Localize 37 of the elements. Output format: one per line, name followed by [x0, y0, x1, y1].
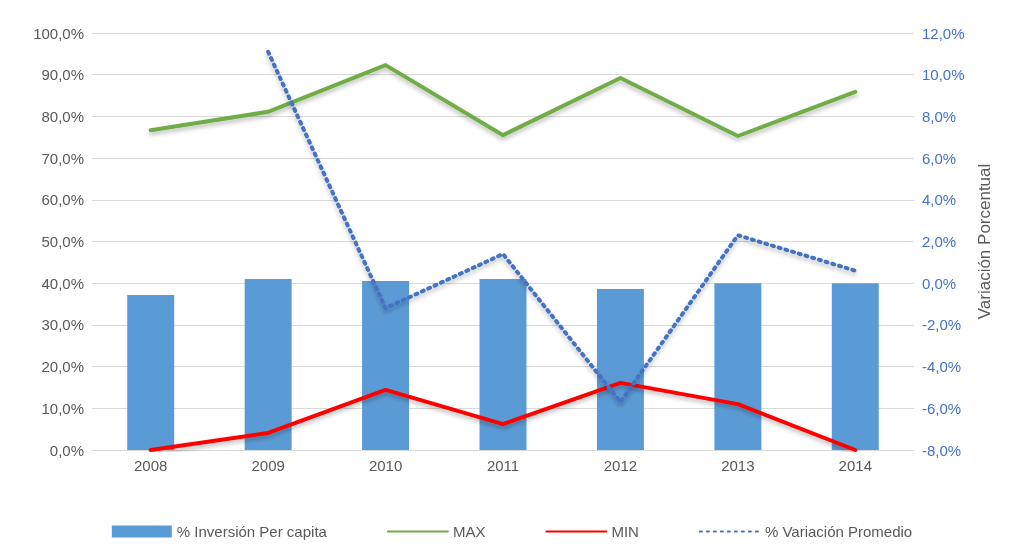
line-series: [148, 63, 858, 138]
y2-tick-label: 10,0%: [922, 66, 965, 84]
legend-label: MAX: [452, 523, 486, 540]
y-tick-label: 30,0%: [41, 316, 84, 334]
x-tick-label: 2011: [486, 457, 520, 474]
y-tick-label: 50,0%: [41, 233, 84, 250]
y2-tick-label: 8,0%: [922, 107, 957, 125]
y-tick-label: 60,0%: [41, 191, 84, 209]
y2-tick-label: 4,0%: [922, 191, 957, 209]
y2-tick-label: -2,0%: [922, 316, 962, 334]
y-tick-label: 20,0%: [41, 358, 84, 376]
y-tick-label: 0,0%: [49, 441, 84, 459]
y2-tick-label: -8,0%: [922, 441, 962, 459]
x-tick-label: 2012: [603, 457, 638, 474]
y2-tick-label: -4,0%: [922, 358, 962, 376]
legend-label: % Variación Promedio: [764, 523, 913, 540]
x-tick-label: 2013: [721, 457, 755, 474]
legend-label: % Inversión Per capita: [176, 523, 328, 540]
x-tick-label: 2014: [838, 457, 872, 474]
y-tick-label: 40,0%: [41, 274, 84, 292]
x-tick-label: 2008: [134, 457, 168, 474]
y2-tick-label: 6,0%: [922, 149, 957, 167]
y-tick-label: 70,0%: [41, 149, 84, 167]
x-tick-label: 2010: [368, 457, 403, 474]
y-tick-label: 10,0%: [41, 399, 84, 417]
y-tick-label: 80,0%: [41, 107, 84, 125]
legend-label: MIN: [611, 523, 639, 540]
y2-tick-label: 12,0%: [922, 24, 965, 42]
line-series: [266, 49, 858, 405]
y2-tick-label: 0,0%: [922, 274, 957, 292]
y-tick-label: 90,0%: [41, 66, 84, 84]
y2-tick-label: 2,0%: [922, 233, 957, 250]
y2-axis-title: Variación Porcentual: [975, 163, 994, 320]
line-series: [148, 380, 858, 452]
y2-tick-label: -6,0%: [922, 399, 962, 417]
y-tick-label: 100,0%: [33, 24, 84, 42]
x-tick-label: 2009: [251, 457, 285, 474]
